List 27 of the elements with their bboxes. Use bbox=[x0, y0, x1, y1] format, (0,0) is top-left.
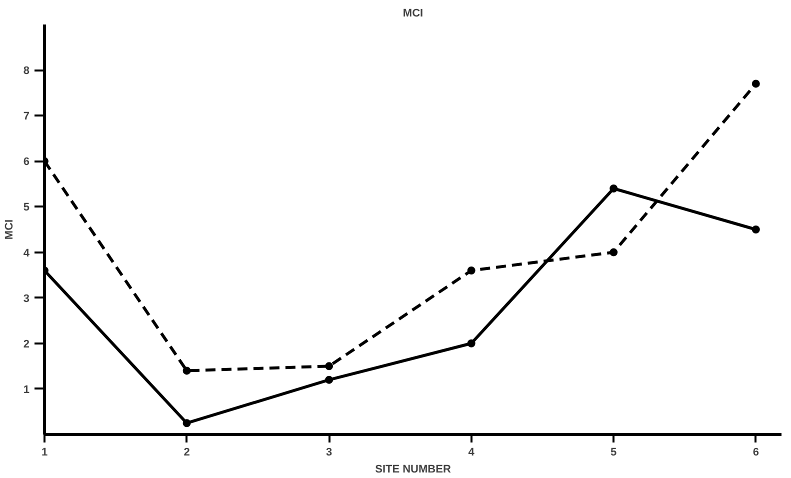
point bbox=[610, 184, 618, 192]
y-tick-label: 4 bbox=[23, 247, 30, 260]
x-tick-label: 3 bbox=[326, 446, 332, 458]
point bbox=[752, 226, 760, 234]
point bbox=[325, 376, 334, 384]
x-tick-label: 2 bbox=[184, 446, 190, 458]
point bbox=[752, 80, 760, 88]
y-axis-title: MCI bbox=[3, 219, 16, 240]
point bbox=[182, 366, 191, 375]
x-tick-label: 5 bbox=[610, 446, 617, 458]
y-tick-label: 2 bbox=[23, 338, 30, 350]
point bbox=[467, 339, 476, 348]
y-tick-label: 1 bbox=[23, 384, 30, 396]
x-tick-label: 4 bbox=[468, 446, 476, 458]
point bbox=[182, 419, 191, 428]
point bbox=[325, 362, 334, 370]
x-axis-title: SITE NUMBER bbox=[375, 464, 451, 476]
y-tick-label: 7 bbox=[23, 110, 30, 123]
y-tick-label: 8 bbox=[23, 65, 30, 78]
y-tick-label: 6 bbox=[23, 156, 30, 168]
point bbox=[467, 266, 476, 274]
y-tick-label: 5 bbox=[23, 202, 30, 214]
chart-title: MCI bbox=[402, 8, 424, 20]
x-tick-label: 1 bbox=[41, 446, 48, 458]
x-tick-label: 6 bbox=[752, 446, 759, 458]
y-tick-label: 3 bbox=[23, 292, 30, 305]
point bbox=[610, 248, 618, 256]
